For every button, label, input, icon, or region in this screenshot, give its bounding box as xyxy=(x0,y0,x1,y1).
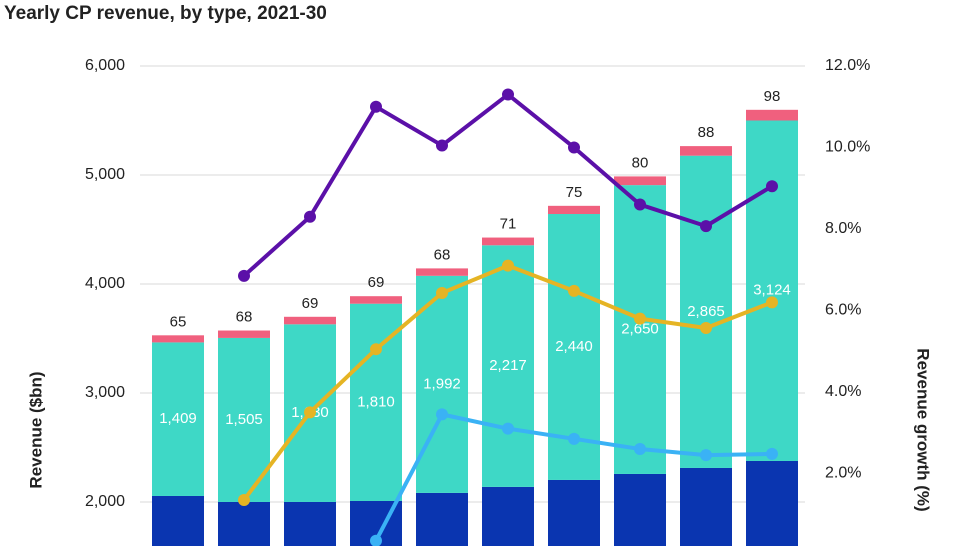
line-marker xyxy=(700,322,712,335)
y-tick-label: 3,000 xyxy=(85,384,125,401)
line-marker xyxy=(568,284,580,297)
line-marker xyxy=(634,198,646,211)
bar-segment xyxy=(680,155,732,468)
bar-segment xyxy=(482,245,534,487)
bar-segment xyxy=(416,275,468,493)
chart-title: Yearly CP revenue, by type, 2021-30 xyxy=(4,3,327,24)
bar-segment xyxy=(152,335,204,343)
bar-segment xyxy=(746,109,798,121)
data-label: 1,810 xyxy=(357,393,395,410)
data-label: 2,650 xyxy=(621,321,659,338)
bar-segment xyxy=(746,460,798,546)
line-marker xyxy=(766,296,778,309)
data-label: 68 xyxy=(434,246,451,263)
y-tick-label: 2,000 xyxy=(85,493,125,510)
bar-segment xyxy=(284,501,336,546)
data-label: 88 xyxy=(698,124,715,141)
line-marker xyxy=(370,343,382,356)
line-marker xyxy=(568,141,580,154)
y-tick-label: 4,000 xyxy=(85,275,125,292)
y2-tick-label: 12.0% xyxy=(825,57,870,74)
bar-segment xyxy=(350,296,402,304)
bar-segment xyxy=(416,492,468,546)
y2-tick-label: 10.0% xyxy=(825,139,870,156)
data-label: 3,124 xyxy=(753,282,791,299)
bar-segment xyxy=(482,237,534,246)
bar-segment xyxy=(614,473,666,546)
data-label: 75 xyxy=(566,184,583,201)
bar-segment xyxy=(548,479,600,546)
y2-tick-label: 8.0% xyxy=(825,220,861,237)
data-label: 2,865 xyxy=(687,303,725,320)
y2-tick-label: 2.0% xyxy=(825,465,861,482)
bar-segment xyxy=(284,316,336,325)
line-marker xyxy=(436,139,448,152)
y-tick-label: 6,000 xyxy=(85,57,125,74)
bar-segment xyxy=(152,342,204,496)
line-marker xyxy=(370,534,382,546)
bar-segment xyxy=(416,268,468,276)
line-marker xyxy=(634,312,646,325)
line-marker xyxy=(304,210,316,223)
bar-segment xyxy=(680,467,732,546)
line-marker xyxy=(436,408,448,421)
data-label: 69 xyxy=(302,295,319,312)
line-marker xyxy=(766,180,778,193)
y2-tick-label: 4.0% xyxy=(825,383,861,400)
line-marker xyxy=(634,443,646,456)
y2-axis-title: Revenue growth (%) xyxy=(914,348,933,511)
data-label: 1,505 xyxy=(225,411,263,428)
bar-segment xyxy=(680,146,732,156)
bar-segment xyxy=(746,120,798,461)
bar-segment xyxy=(482,486,534,546)
data-label: 65 xyxy=(170,313,187,330)
line-marker xyxy=(700,449,712,462)
line-marker xyxy=(238,269,250,282)
y2-tick-label: 6.0% xyxy=(825,302,861,319)
line-marker xyxy=(502,259,514,272)
bar-segment xyxy=(614,176,666,186)
data-label: 71 xyxy=(500,216,517,233)
data-label: 69 xyxy=(368,274,385,291)
y-tick-label: 5,000 xyxy=(85,166,125,183)
bar-segment xyxy=(218,330,270,338)
data-label: 2,217 xyxy=(489,357,527,374)
line-marker xyxy=(502,422,514,435)
data-label: 1,409 xyxy=(159,410,197,427)
line-marker xyxy=(502,88,514,101)
y-axis-title: Revenue ($bn) xyxy=(26,371,45,488)
line-marker xyxy=(238,493,250,506)
bar-segment xyxy=(218,501,270,546)
data-label: 2,440 xyxy=(555,338,593,355)
line-marker xyxy=(304,406,316,419)
data-label: 80 xyxy=(632,154,649,171)
line-marker xyxy=(568,432,580,445)
line-marker xyxy=(700,220,712,233)
line-marker xyxy=(436,286,448,299)
data-label: 1,992 xyxy=(423,375,461,392)
line-marker xyxy=(766,447,778,460)
bar-segment xyxy=(152,495,204,546)
data-label: 98 xyxy=(764,88,781,105)
line-marker xyxy=(370,100,382,113)
data-label: 68 xyxy=(236,308,253,325)
bar-segment xyxy=(614,185,666,474)
bar-segment xyxy=(548,205,600,215)
